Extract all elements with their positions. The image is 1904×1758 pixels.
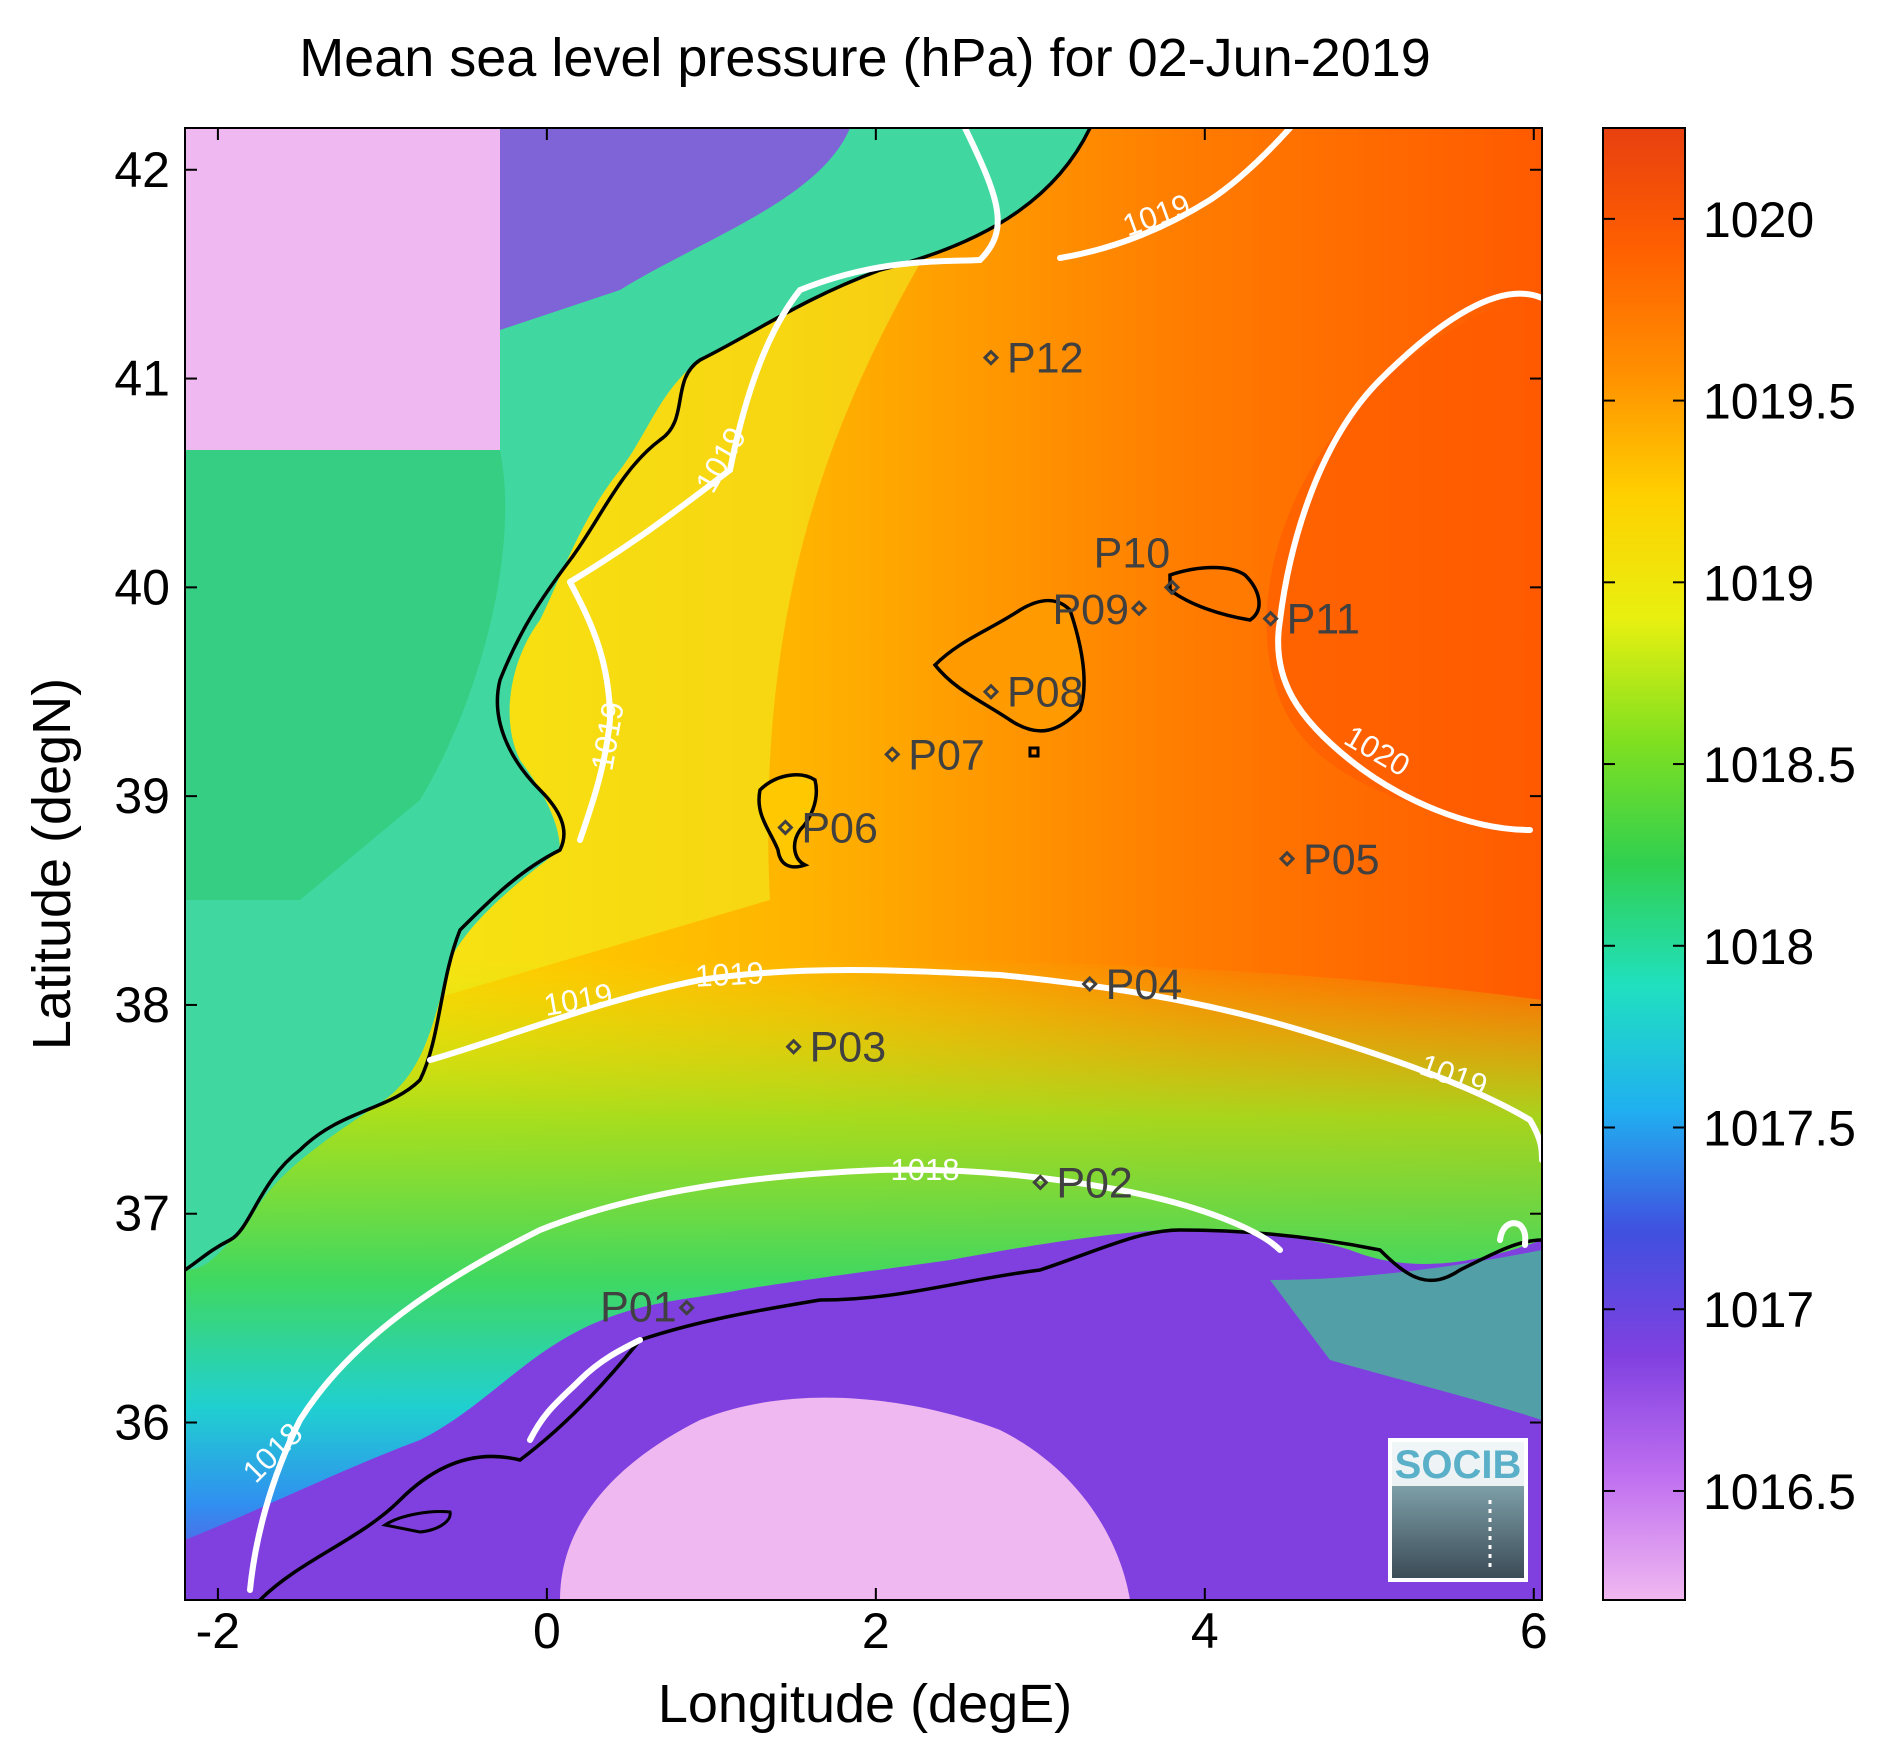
contour-label: 1019 [694,955,765,994]
station-marker [1262,610,1279,627]
y-tick-label: 39 [114,768,170,824]
station-label: P06 [801,804,878,852]
station-point: P07 [884,731,985,779]
y-tick-label: 38 [114,977,170,1033]
colorbar-tick-label: 1019 [1703,555,1814,611]
x-axis: -2 0 2 4 6 [196,128,1548,1659]
station-marker [785,1038,802,1055]
socib-logo-text: SOCIB [1395,1443,1522,1487]
station-points: P01 P02 P03 P04 P05 P06 P07 P08 P09 P10 P11 P12 [600,335,1379,1332]
y-tick-label: 36 [114,1395,170,1451]
colorbar-tick-label: 1018.5 [1703,737,1856,793]
iberia-highlands [500,128,850,330]
station-label: P07 [908,731,985,779]
station-point: P10 [1094,529,1181,596]
iberia-coastline [185,128,1092,1272]
station-marker [1278,850,1296,867]
y-tick-label: 37 [114,1186,170,1242]
menorca-island [1168,565,1261,622]
pressure-contours [247,128,1542,1593]
station-point: P01 [600,1284,695,1332]
contour-small-east [1497,1220,1529,1248]
colorbar-tick-label: 1017 [1703,1282,1814,1338]
high-pressure-zone [1266,128,1542,830]
colorbar-tick-label: 1016.5 [1703,1464,1856,1520]
x-tick-label: 6 [1520,1603,1548,1659]
station-marker [777,819,794,836]
station-point: P05 [1278,836,1380,884]
station-label: P09 [1052,586,1129,634]
station-marker [1081,975,1098,993]
colorbar-tick-label: 1019.5 [1703,374,1856,430]
station-point: P12 [982,335,1084,383]
contour-1020 [1275,290,1542,833]
station-marker [982,683,1000,700]
station-marker [982,349,1000,366]
station-label: P11 [1287,596,1360,644]
y-tick-label: 41 [114,351,170,407]
iberia-interior [185,128,500,450]
station-point: P03 [785,1024,887,1072]
colorbar-tick-label: 1020 [1703,192,1814,248]
y-axis-label: Latitude (degN) [22,678,82,1050]
station-label: P10 [1094,529,1171,577]
station-label: P12 [1007,335,1084,383]
station-label: P01 [600,1284,677,1332]
north-africa-desert [560,1397,1130,1600]
station-marker [1163,579,1181,596]
colorbar-tick-label: 1017.5 [1703,1101,1856,1157]
colorbar-tick-label: 1018 [1703,919,1814,975]
colorbar: 1020 1019.5 1019 1018.5 1018 1017.5 1017 1016.5 [1602,127,1856,1601]
station-marker [1130,600,1148,617]
cabrera-island [1028,746,1040,758]
alboran-island [381,1510,452,1534]
station-point: P06 [777,804,878,852]
contour-1018-inner [527,1337,643,1443]
x-tick-label: 0 [533,1603,561,1659]
station-label: P08 [1007,669,1084,717]
contour-label: 1018 [891,1152,960,1187]
station-marker [884,746,901,763]
station-label: P02 [1056,1159,1133,1207]
north-africa-coastline [258,1228,1542,1600]
station-marker [1032,1174,1049,1191]
contour-1019-north [567,128,1001,585]
station-point: P11 [1262,596,1360,644]
iberia-green-belt [185,450,506,900]
x-axis-label: Longitude (degE) [658,1674,1072,1734]
chart-title: Mean sea level pressure (hPa) for 02-Jun… [299,28,1431,88]
station-label: P05 [1303,836,1380,884]
y-tick-label: 42 [114,142,170,198]
station-marker [678,1299,695,1316]
map-plot-area: 1019 1019 1019 1019 1020 1019 1019 1018 … [185,128,1542,1600]
mallorca-island [932,598,1086,733]
colorbar-ramp [1602,127,1686,1601]
ibiza-island [757,773,818,869]
x-tick-label: 4 [1191,1603,1219,1659]
contour-1019-west [567,579,614,843]
station-point: P02 [1032,1159,1133,1207]
x-tick-label: 2 [862,1603,890,1659]
contour-1019-south [427,967,1542,1163]
y-axis: 42 41 40 39 38 37 36 [114,142,1542,1451]
station-label: P03 [810,1024,887,1072]
north-africa-coast-green [1270,1250,1542,1420]
station-label: P04 [1106,961,1183,1009]
colorbar-ticks: 1020 1019.5 1019 1018.5 1018 1017.5 1017 1016.5 [1603,192,1856,1520]
station-point: P04 [1081,961,1183,1009]
y-tick-label: 40 [114,559,170,615]
plot-frame [184,127,1543,1601]
station-point: P09 [1052,586,1148,634]
socib-logo: SOCIB [1388,1438,1528,1582]
station-point: P08 [982,669,1084,717]
contour-1018-south [247,1166,1283,1593]
x-tick-label: -2 [196,1603,240,1659]
contour-1019-northeast [1057,128,1293,261]
